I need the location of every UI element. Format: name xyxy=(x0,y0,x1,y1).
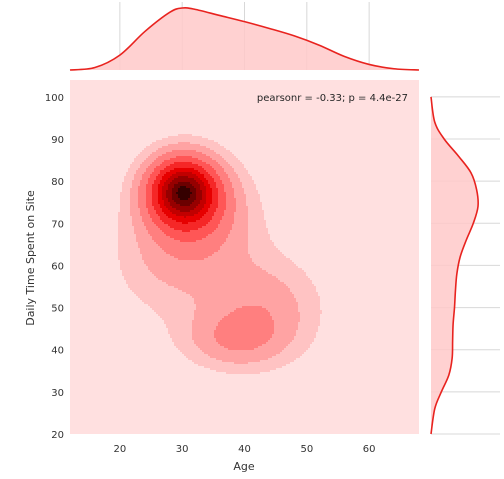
y-marginal-fill xyxy=(431,96,479,434)
pearson-annotation: pearsonr = -0.33; p = 4.4e-27 xyxy=(257,93,408,104)
y-tick-label: 20 xyxy=(51,430,64,441)
x-marginal-line xyxy=(69,7,420,71)
y-tick-label: 80 xyxy=(51,177,64,188)
axes: 20 30 40 50 60 20 30 40 50 60 70 80 90 100 xyxy=(45,93,376,455)
y-tick-label: 70 xyxy=(51,219,64,230)
y-tick-label: 60 xyxy=(51,261,64,272)
x-tick-label: 60 xyxy=(363,444,376,455)
y-tick-label: 40 xyxy=(51,346,64,357)
top-marginal-plot xyxy=(69,2,420,71)
x-marginal-fill xyxy=(70,7,419,70)
y-tick-label: 90 xyxy=(51,135,64,146)
y-tick-label: 50 xyxy=(51,304,64,315)
y-marginal-line xyxy=(430,96,479,435)
main-kde-plot xyxy=(70,80,419,434)
y-tick-label: 30 xyxy=(51,388,64,399)
x-tick-label: 20 xyxy=(113,444,126,455)
x-tick-label: 50 xyxy=(300,444,313,455)
kde-level-10 xyxy=(176,186,192,200)
right-marginal-plot xyxy=(430,96,500,435)
kde-contours xyxy=(118,134,322,374)
x-axis-label: Age xyxy=(233,460,255,473)
y-axis-label: Daily Time Spent on Site xyxy=(24,190,37,326)
y-tick-label: 100 xyxy=(45,93,64,104)
x-tick-label: 40 xyxy=(238,444,251,455)
x-tick-label: 30 xyxy=(176,444,189,455)
